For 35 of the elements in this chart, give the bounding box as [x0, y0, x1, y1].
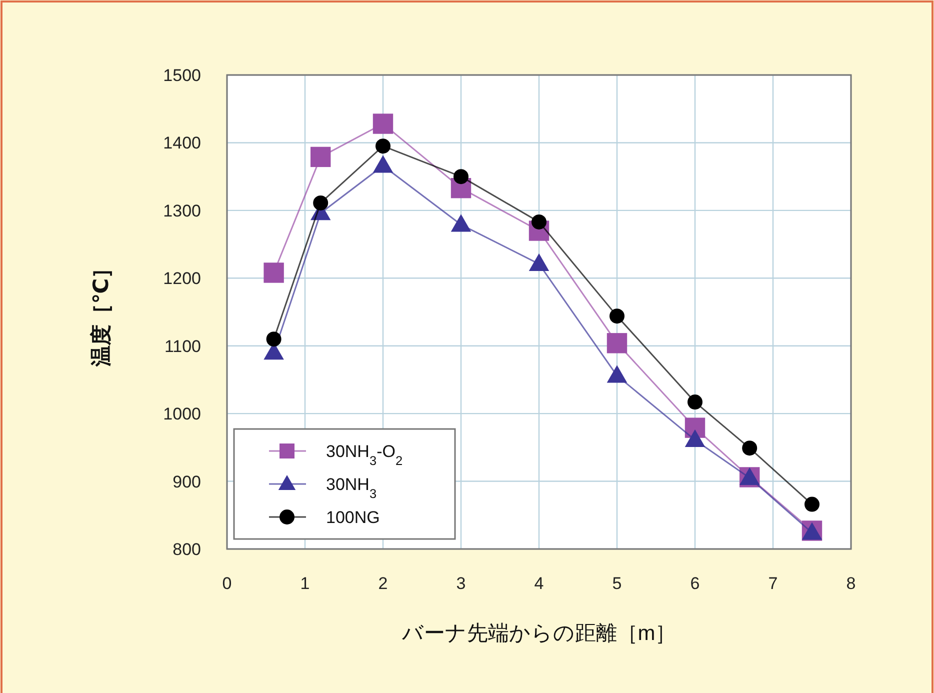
x-tick-label: 8 [846, 574, 856, 593]
x-tick-label: 7 [768, 574, 778, 593]
y-tick-label: 1200 [163, 269, 201, 288]
point [688, 394, 702, 410]
x-tick-label: 1 [300, 574, 310, 593]
point [264, 262, 284, 283]
y-tick-label: 900 [172, 472, 201, 492]
point [804, 496, 820, 512]
y-tick-label: 1300 [163, 201, 201, 220]
y-tick-label: 1500 [163, 66, 201, 85]
point [532, 214, 546, 230]
x-tick-label: 5 [612, 574, 622, 593]
point [266, 332, 282, 347]
x-tick-label: 3 [456, 574, 466, 593]
x-axis-title: バーナ先端からの距離［m］ [400, 622, 676, 645]
x-tick-label: 4 [534, 574, 544, 593]
y-tick-label: 800 [172, 540, 201, 559]
x-tick-label: 6 [690, 574, 700, 593]
y-tick-label: 1000 [163, 404, 201, 424]
point [742, 440, 758, 456]
point [310, 146, 331, 168]
point [610, 308, 624, 324]
x-tick-label: 0 [222, 574, 232, 593]
point [313, 195, 328, 210]
y-tick-label: 1100 [164, 336, 201, 356]
y-tick-label: 1400 [163, 134, 201, 153]
y-axis-title: 温度［℃］ [89, 257, 113, 368]
legend-label: 30NH$_{3}$ [326, 475, 377, 500]
x-tick-label: 2 [378, 574, 388, 593]
point [372, 114, 394, 134]
legend-label: 100NG [326, 508, 380, 527]
point [454, 169, 468, 184]
legend-label: 30NH$_{3}$-O$_{2}$ [326, 442, 403, 468]
point [606, 333, 628, 354]
point [376, 138, 390, 154]
